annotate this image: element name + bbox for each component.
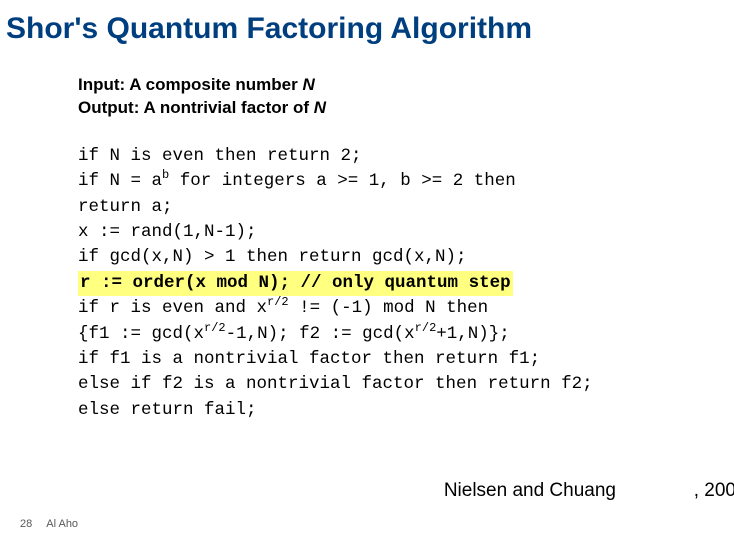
slide-title: Shor's Quantum Factoring Algorithm [0, 0, 734, 46]
code-line-8: {f1 := gcd(xr/2-1,N); f2 := gcd(xr/2+1,N… [78, 322, 734, 347]
code-line-2: if N = ab for integers a >= 1, b >= 2 th… [78, 169, 734, 194]
code-block: if N is even then return 2; if N = ab fo… [78, 144, 734, 423]
quantum-step-highlight: r := order(x mod N); // only quantum ste… [78, 271, 513, 296]
output-label: Output: A nontrivial factor of [78, 98, 314, 117]
footer-author: Al Aho [46, 518, 78, 530]
code-frag: {f1 := gcd(x [78, 324, 204, 344]
code-line-4: x := rand(1,N-1); [78, 220, 734, 245]
code-line-5: if gcd(x,N) > 1 then return gcd(x,N); [78, 245, 734, 270]
code-frag: +1,N)}; [436, 324, 510, 344]
code-frag: if r is even and x [78, 298, 267, 318]
code-frag: for integers a >= 1, b >= 2 then [169, 171, 516, 191]
page-number: 28 [20, 518, 32, 530]
year-fragment: , 200 [694, 480, 734, 502]
code-sup: r/2 [415, 321, 437, 335]
attribution: Nielsen and Chuang [444, 480, 616, 502]
code-frag: -1,N); f2 := gcd(x [226, 324, 415, 344]
slide-content: Input: A composite number N Output: A no… [0, 46, 734, 423]
code-line-11: else return fail; [78, 398, 734, 423]
code-line-10: else if f2 is a nontrivial factor then r… [78, 372, 734, 397]
code-line-1: if N is even then return 2; [78, 144, 734, 169]
code-line-7: if r is even and xr/2 != (-1) mod N then [78, 296, 734, 321]
code-line-3: return a; [78, 195, 734, 220]
code-sup: r/2 [204, 321, 226, 335]
footer: 28 Al Aho [20, 518, 78, 530]
input-label: Input: A composite number [78, 75, 302, 94]
code-frag: != (-1) mod N then [289, 298, 489, 318]
code-line-9: if f1 is a nontrivial factor then return… [78, 347, 734, 372]
output-var: N [314, 98, 326, 117]
output-line: Output: A nontrivial factor of N [78, 97, 734, 120]
code-frag: if N = a [78, 171, 162, 191]
code-sup: r/2 [267, 295, 289, 309]
input-line: Input: A composite number N [78, 74, 734, 97]
input-var: N [302, 75, 314, 94]
code-line-6: r := order(x mod N); // only quantum ste… [78, 271, 734, 296]
io-block: Input: A composite number N Output: A no… [78, 74, 734, 120]
